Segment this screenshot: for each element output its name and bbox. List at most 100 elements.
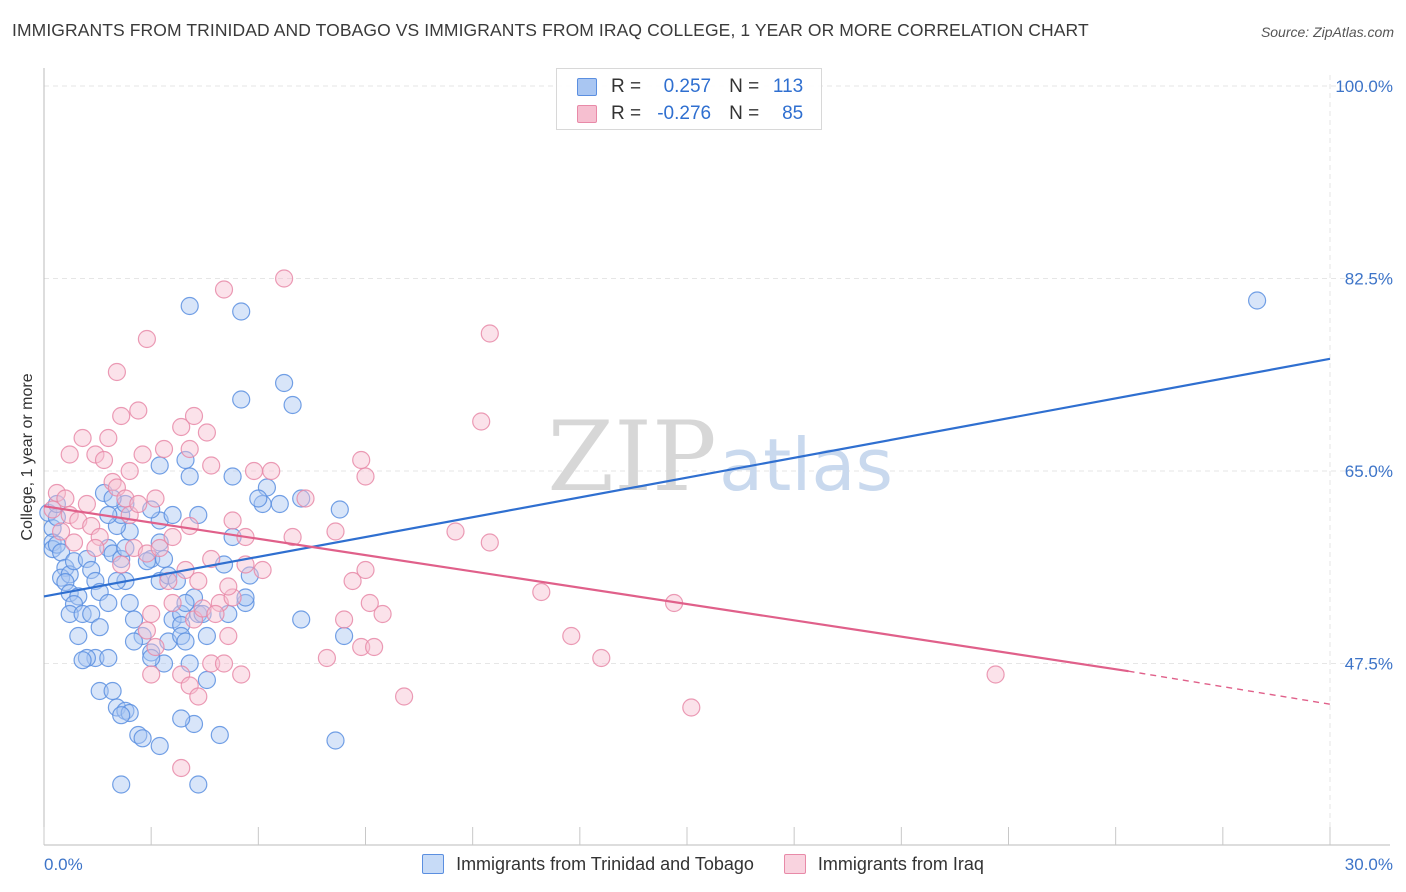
point-iraq (356, 467, 375, 486)
point-trinidad (133, 729, 152, 748)
point-trinidad (99, 593, 118, 613)
point-iraq (262, 461, 281, 481)
point-iraq (163, 527, 182, 547)
point-iraq (202, 549, 221, 569)
point-iraq (360, 593, 379, 613)
point-trinidad (330, 500, 349, 519)
n-value: 85 (782, 103, 804, 124)
trinidad-swatch (577, 78, 597, 96)
point-iraq (343, 571, 362, 591)
watermark: ZIP atlas (547, 401, 893, 513)
point-iraq (86, 538, 105, 558)
trend-line-trinidad (43, 357, 1331, 598)
r-label: R = (611, 103, 642, 124)
point-trinidad (82, 560, 101, 580)
point-iraq (142, 604, 161, 624)
point-iraq (356, 560, 375, 580)
axes (43, 68, 1390, 846)
point-iraq (592, 648, 611, 668)
point-iraq (202, 456, 221, 475)
point-trinidad (90, 681, 109, 701)
point-trinidad (176, 593, 195, 613)
data-points (39, 269, 1267, 794)
point-trinidad (335, 626, 354, 646)
legend-swatch-iraq (783, 854, 806, 874)
legend-swatch-trinidad (422, 854, 445, 874)
point-iraq (480, 324, 499, 343)
point-trinidad (292, 610, 311, 629)
point-iraq (184, 406, 204, 426)
point-trinidad (232, 390, 251, 409)
point-iraq (446, 522, 465, 541)
point-trinidad (82, 604, 101, 624)
point-iraq (480, 533, 499, 552)
gridlines (44, 75, 1390, 845)
y-tick-label: 65.0% (1345, 462, 1393, 481)
point-trinidad (193, 604, 212, 624)
point-iraq (64, 533, 84, 552)
trend-line-iraq-extension (1128, 670, 1331, 705)
point-iraq (189, 571, 208, 591)
iraq-swatch (577, 105, 597, 123)
point-iraq (365, 637, 384, 657)
chart-title: IMMIGRANTS FROM TRINIDAD AND TOBAGO VS I… (12, 20, 1089, 40)
tick-labels: 100.0% 82.5% 65.0% 47.5% 0.0% 30.0% (44, 77, 1393, 874)
point-trinidad (56, 572, 75, 592)
point-iraq (232, 665, 251, 684)
point-trinidad (112, 775, 131, 794)
legend-item-trinidad[interactable]: Immigrants from Trinidad and Tobago (422, 850, 754, 878)
point-iraq (223, 511, 242, 530)
n-label: N = (729, 76, 760, 97)
point-iraq (150, 538, 169, 558)
point-iraq (532, 582, 551, 602)
point-trinidad (150, 736, 169, 756)
point-iraq (352, 450, 371, 470)
x-tick-label: 30.0% (1345, 855, 1393, 874)
point-iraq (244, 461, 264, 481)
legend-label-trinidad: Immigrants from Trinidad and Tobago (456, 853, 754, 874)
point-iraq (219, 626, 238, 646)
point-iraq (275, 269, 294, 288)
point-trinidad (73, 651, 92, 670)
point-iraq (197, 423, 216, 442)
point-iraq (283, 527, 302, 547)
point-trinidad (283, 395, 302, 415)
legend-item-iraq[interactable]: Immigrants from Iraq (783, 850, 984, 878)
point-trinidad (124, 610, 144, 629)
x-tick-label: 0.0% (44, 855, 83, 874)
point-trinidad (292, 489, 311, 508)
point-trinidad (189, 775, 208, 794)
point-iraq (219, 577, 238, 596)
point-iraq (373, 604, 392, 624)
point-trinidad (69, 626, 88, 646)
point-trinidad (1247, 291, 1267, 310)
point-iraq (146, 637, 165, 657)
point-trinidad (180, 296, 199, 316)
point-iraq (77, 494, 97, 514)
y-tick-label: 82.5% (1345, 270, 1393, 289)
trend-line-iraq (43, 505, 1129, 673)
r-value: 0.257 (663, 76, 712, 97)
stats-row-iraq: R = -0.276 N = 85 (577, 103, 803, 125)
point-iraq (562, 626, 581, 646)
point-trinidad (232, 302, 251, 321)
point-trinidad (197, 670, 216, 690)
watermark-atlas: atlas (719, 423, 893, 507)
point-iraq (112, 555, 131, 574)
point-iraq (682, 698, 701, 717)
watermark-zip: ZIP (547, 401, 716, 513)
point-trinidad (172, 709, 191, 728)
point-iraq (206, 604, 225, 624)
point-trinidad (103, 681, 122, 701)
point-iraq (129, 494, 148, 514)
point-iraq (133, 445, 152, 464)
point-iraq (180, 516, 199, 536)
y-tick-label: 47.5% (1345, 655, 1393, 674)
point-trinidad (90, 618, 109, 637)
point-trinidad (60, 604, 79, 624)
point-trinidad (137, 552, 156, 571)
point-iraq (154, 439, 174, 459)
point-iraq (352, 637, 371, 657)
point-trinidad (223, 467, 242, 486)
